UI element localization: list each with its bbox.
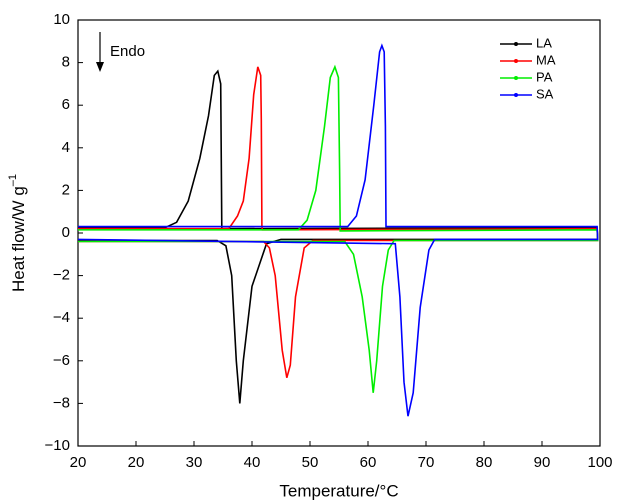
series-line xyxy=(78,66,599,379)
y-axis-label: Heat flow/W g–1 xyxy=(7,174,29,292)
y-axis-label-sup: –1 xyxy=(7,174,19,186)
y-axis-label-text: Heat flow/W g xyxy=(9,186,28,292)
x-tick-label: 20 xyxy=(128,454,145,471)
legend-label: PA xyxy=(536,69,553,84)
x-tick-label: 50 xyxy=(302,454,319,471)
series-line xyxy=(78,69,599,404)
legend-marker xyxy=(514,93,518,97)
x-tick-label: 30 xyxy=(186,454,203,471)
annotation: Endo xyxy=(110,43,145,60)
x-axis-label: Temperature/°C xyxy=(279,481,398,500)
x-tick-label: 80 xyxy=(476,454,493,471)
x-tick-label: 90 xyxy=(534,454,551,471)
y-tick-label: −2 xyxy=(53,267,70,284)
y-tick-label: −8 xyxy=(53,394,70,411)
y-tick-label: 2 xyxy=(62,181,70,198)
y-tick-label: 4 xyxy=(62,139,70,156)
y-tick-label: 6 xyxy=(62,96,70,113)
x-tick-label: 60 xyxy=(360,454,377,471)
legend-label: LA xyxy=(536,35,552,50)
legend-marker xyxy=(514,42,518,46)
y-tick-label: −10 xyxy=(45,437,70,454)
legend-marker xyxy=(514,59,518,63)
series-line xyxy=(77,43,599,417)
x-tick-label: 40 xyxy=(244,454,261,471)
legend-label: MA xyxy=(536,52,556,67)
y-tick-label: −4 xyxy=(53,309,70,326)
y-tick-label: 0 xyxy=(62,224,70,241)
y-tick-label: 8 xyxy=(62,54,70,71)
y-tick-label: −6 xyxy=(53,352,70,369)
legend-marker xyxy=(514,76,518,80)
x-tick-label: 70 xyxy=(418,454,435,471)
legend-label: SA xyxy=(536,86,554,101)
x-tick-label: 100 xyxy=(587,454,612,471)
x-tick-label: 20 xyxy=(70,454,87,471)
endo-arrow-head xyxy=(96,62,104,72)
y-tick-label: 10 xyxy=(53,11,70,28)
